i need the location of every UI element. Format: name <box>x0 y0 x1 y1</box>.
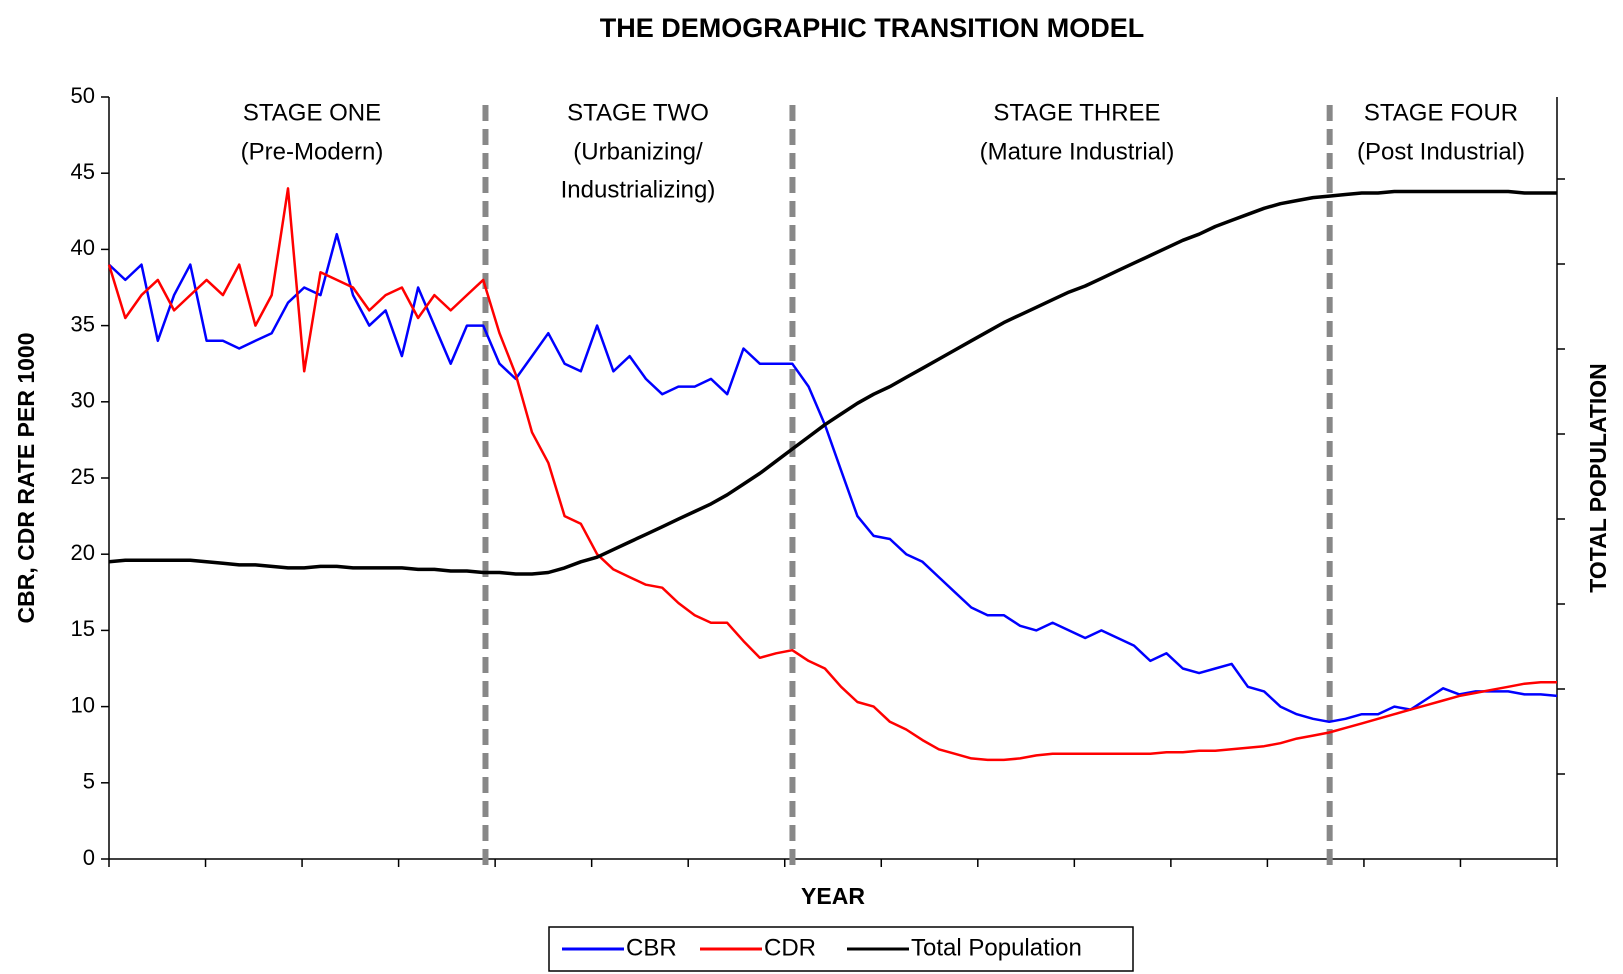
legend-label: Total Population <box>911 934 1082 961</box>
legend-box <box>548 926 1134 972</box>
y-tick-label: 5 <box>83 769 95 794</box>
legend-label: CBR <box>626 934 677 961</box>
y-tick-label: 30 <box>71 388 95 413</box>
y-tick-label: 35 <box>71 311 95 336</box>
y-axis-label: CBR, CDR RATE PER 1000 <box>13 333 39 624</box>
series-line <box>107 187 1557 762</box>
x-axis-label: YEAR <box>801 883 865 909</box>
y-tick-label: 25 <box>71 464 95 489</box>
series-line <box>108 232 1558 724</box>
y-tick-label: 0 <box>83 845 95 870</box>
y-tick-label: 10 <box>71 692 95 717</box>
y-tick-label: 50 <box>71 83 95 108</box>
stage-name: STAGE ONE <box>243 99 381 126</box>
stage-desc: (Pre-Modern) <box>241 138 384 165</box>
chart-title: THE DEMOGRAPHIC TRANSITION MODEL <box>600 13 1145 43</box>
stage-desc: (Mature Industrial) <box>980 138 1175 165</box>
y-tick-label: 15 <box>71 616 95 641</box>
y-tick-label: 40 <box>71 235 95 260</box>
y-tick-label: 20 <box>71 540 95 565</box>
y-tick-label: 45 <box>71 159 95 184</box>
series-line <box>108 189 1557 576</box>
stage-name: STAGE THREE <box>993 99 1160 126</box>
y2-axis-label: TOTAL POPULATION <box>1585 363 1611 593</box>
stage-desc: (Urbanizing/ <box>573 138 703 165</box>
stage-name: STAGE TWO <box>567 99 709 126</box>
stage-desc: Industrializing) <box>561 176 716 203</box>
legend-label: CDR <box>764 934 816 961</box>
stage-desc: (Post Industrial) <box>1357 138 1525 165</box>
stage-name: STAGE FOUR <box>1364 99 1518 126</box>
